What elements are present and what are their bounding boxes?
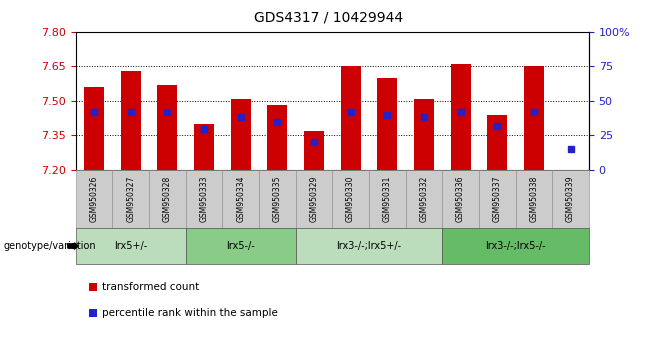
Text: GSM950328: GSM950328: [163, 176, 172, 222]
Bar: [414, 99, 434, 170]
Bar: [230, 99, 251, 170]
Bar: [451, 64, 470, 170]
Text: GSM950335: GSM950335: [273, 176, 282, 222]
Bar: [304, 131, 324, 170]
Text: GSM950329: GSM950329: [309, 176, 318, 222]
Bar: [120, 71, 141, 170]
Text: GSM950332: GSM950332: [419, 176, 428, 222]
Text: lrx5+/-: lrx5+/-: [114, 241, 147, 251]
Text: transformed count: transformed count: [102, 282, 199, 292]
Text: lrx5-/-: lrx5-/-: [226, 241, 255, 251]
Text: genotype/variation: genotype/variation: [3, 241, 96, 251]
Text: GSM950330: GSM950330: [346, 176, 355, 222]
Bar: [84, 87, 104, 170]
Bar: [377, 78, 397, 170]
Text: GSM950333: GSM950333: [199, 176, 209, 222]
Text: GSM950334: GSM950334: [236, 176, 245, 222]
Bar: [341, 67, 361, 170]
Text: GSM950327: GSM950327: [126, 176, 135, 222]
Text: percentile rank within the sample: percentile rank within the sample: [102, 308, 278, 318]
Text: GSM950338: GSM950338: [530, 176, 538, 222]
Text: GSM950326: GSM950326: [89, 176, 99, 222]
Bar: [267, 105, 288, 170]
Bar: [157, 85, 178, 170]
Bar: [194, 124, 214, 170]
Text: lrx3-/-;lrx5-/-: lrx3-/-;lrx5-/-: [486, 241, 546, 251]
Bar: [524, 67, 544, 170]
Text: lrx3-/-;lrx5+/-: lrx3-/-;lrx5+/-: [336, 241, 401, 251]
Text: GDS4317 / 10429944: GDS4317 / 10429944: [255, 11, 403, 25]
Text: GSM950337: GSM950337: [493, 176, 502, 222]
Text: GSM950339: GSM950339: [566, 176, 575, 222]
Text: GSM950336: GSM950336: [456, 176, 465, 222]
Text: GSM950331: GSM950331: [383, 176, 392, 222]
Bar: [487, 115, 507, 170]
